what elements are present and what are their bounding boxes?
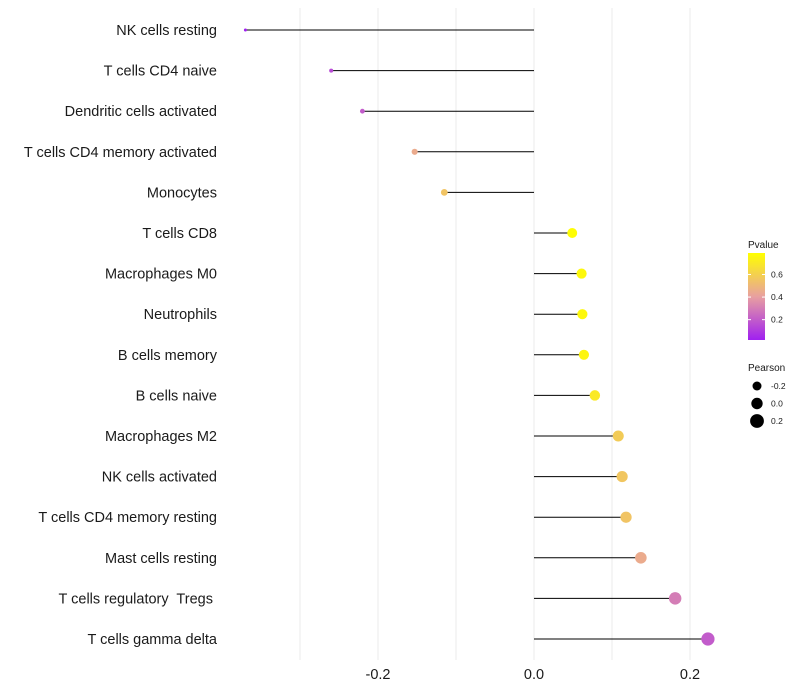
x-tick-label: 0.2 [680,667,700,683]
category-label: T cells CD4 memory activated [24,145,217,161]
lollipop-point [635,551,647,564]
grid-lines [299,8,691,660]
colorbar-tick-label: 0.2 [771,315,783,325]
lollipop-point [440,188,448,196]
category-label: NK cells resting [116,23,217,39]
category-label: T cells CD4 memory resting [38,510,217,526]
category-label: B cells naive [136,388,217,404]
colorbar-tick-label: 0.4 [771,292,783,302]
lollipop-marks [243,28,715,646]
lollipop-point [567,228,578,238]
x-tick-label: -0.2 [366,667,391,683]
pvalue-legend-title: Pvalue [748,240,779,251]
category-label: T cells CD8 [142,226,217,242]
category-label: T cells gamma delta [88,632,218,648]
lollipop-point [589,390,601,401]
lollipop-point [616,471,628,483]
category-label: Mast cells resting [105,551,217,567]
colorbar-tick-label: 0.6 [771,269,783,279]
pearson-size-swatch [750,414,764,428]
lollipop-point [612,430,624,442]
category-label: NK cells activated [102,470,217,486]
x-tick-label: 0.0 [524,667,544,683]
category-label: Neutrophils [144,307,217,323]
legend: Pvalue 0.2 0.4 0.6 Pearson -0.2 0.0 0.2 [748,240,786,428]
pearson-legend-title: Pearson [748,363,785,374]
pearson-size-swatch [752,381,762,391]
category-label: B cells memory [118,348,218,364]
lollipop-point [576,268,587,279]
pvalue-colorbar [748,253,765,340]
lollipop-point [411,148,418,155]
category-label: T cells regulatory Tregs [59,591,218,607]
pearson-size-label: 0.2 [771,416,783,426]
category-label: T cells CD4 naive [104,64,217,80]
lollipop-point [329,68,334,73]
category-labels: NK cells resting T cells CD4 naive Dendrit… [24,23,218,648]
lollipop-point [620,511,632,523]
lollipop-point [577,309,588,320]
x-tick-labels: -0.2 0.0 0.2 [366,667,701,683]
lollipop-point [578,349,590,360]
lollipop-point [668,592,682,605]
lollipop-point [701,632,715,646]
category-label: Dendritic cells activated [65,104,217,120]
category-label: Macrophages M2 [105,429,217,445]
pearson-size-label: -0.2 [771,381,786,391]
pearson-size-label: 0.0 [771,399,783,409]
category-label: Macrophages M0 [105,267,217,283]
category-label: Monocytes [147,185,217,201]
lollipop-point [243,28,247,32]
pearson-size-swatch [751,397,763,410]
lollipop-point [359,108,365,114]
